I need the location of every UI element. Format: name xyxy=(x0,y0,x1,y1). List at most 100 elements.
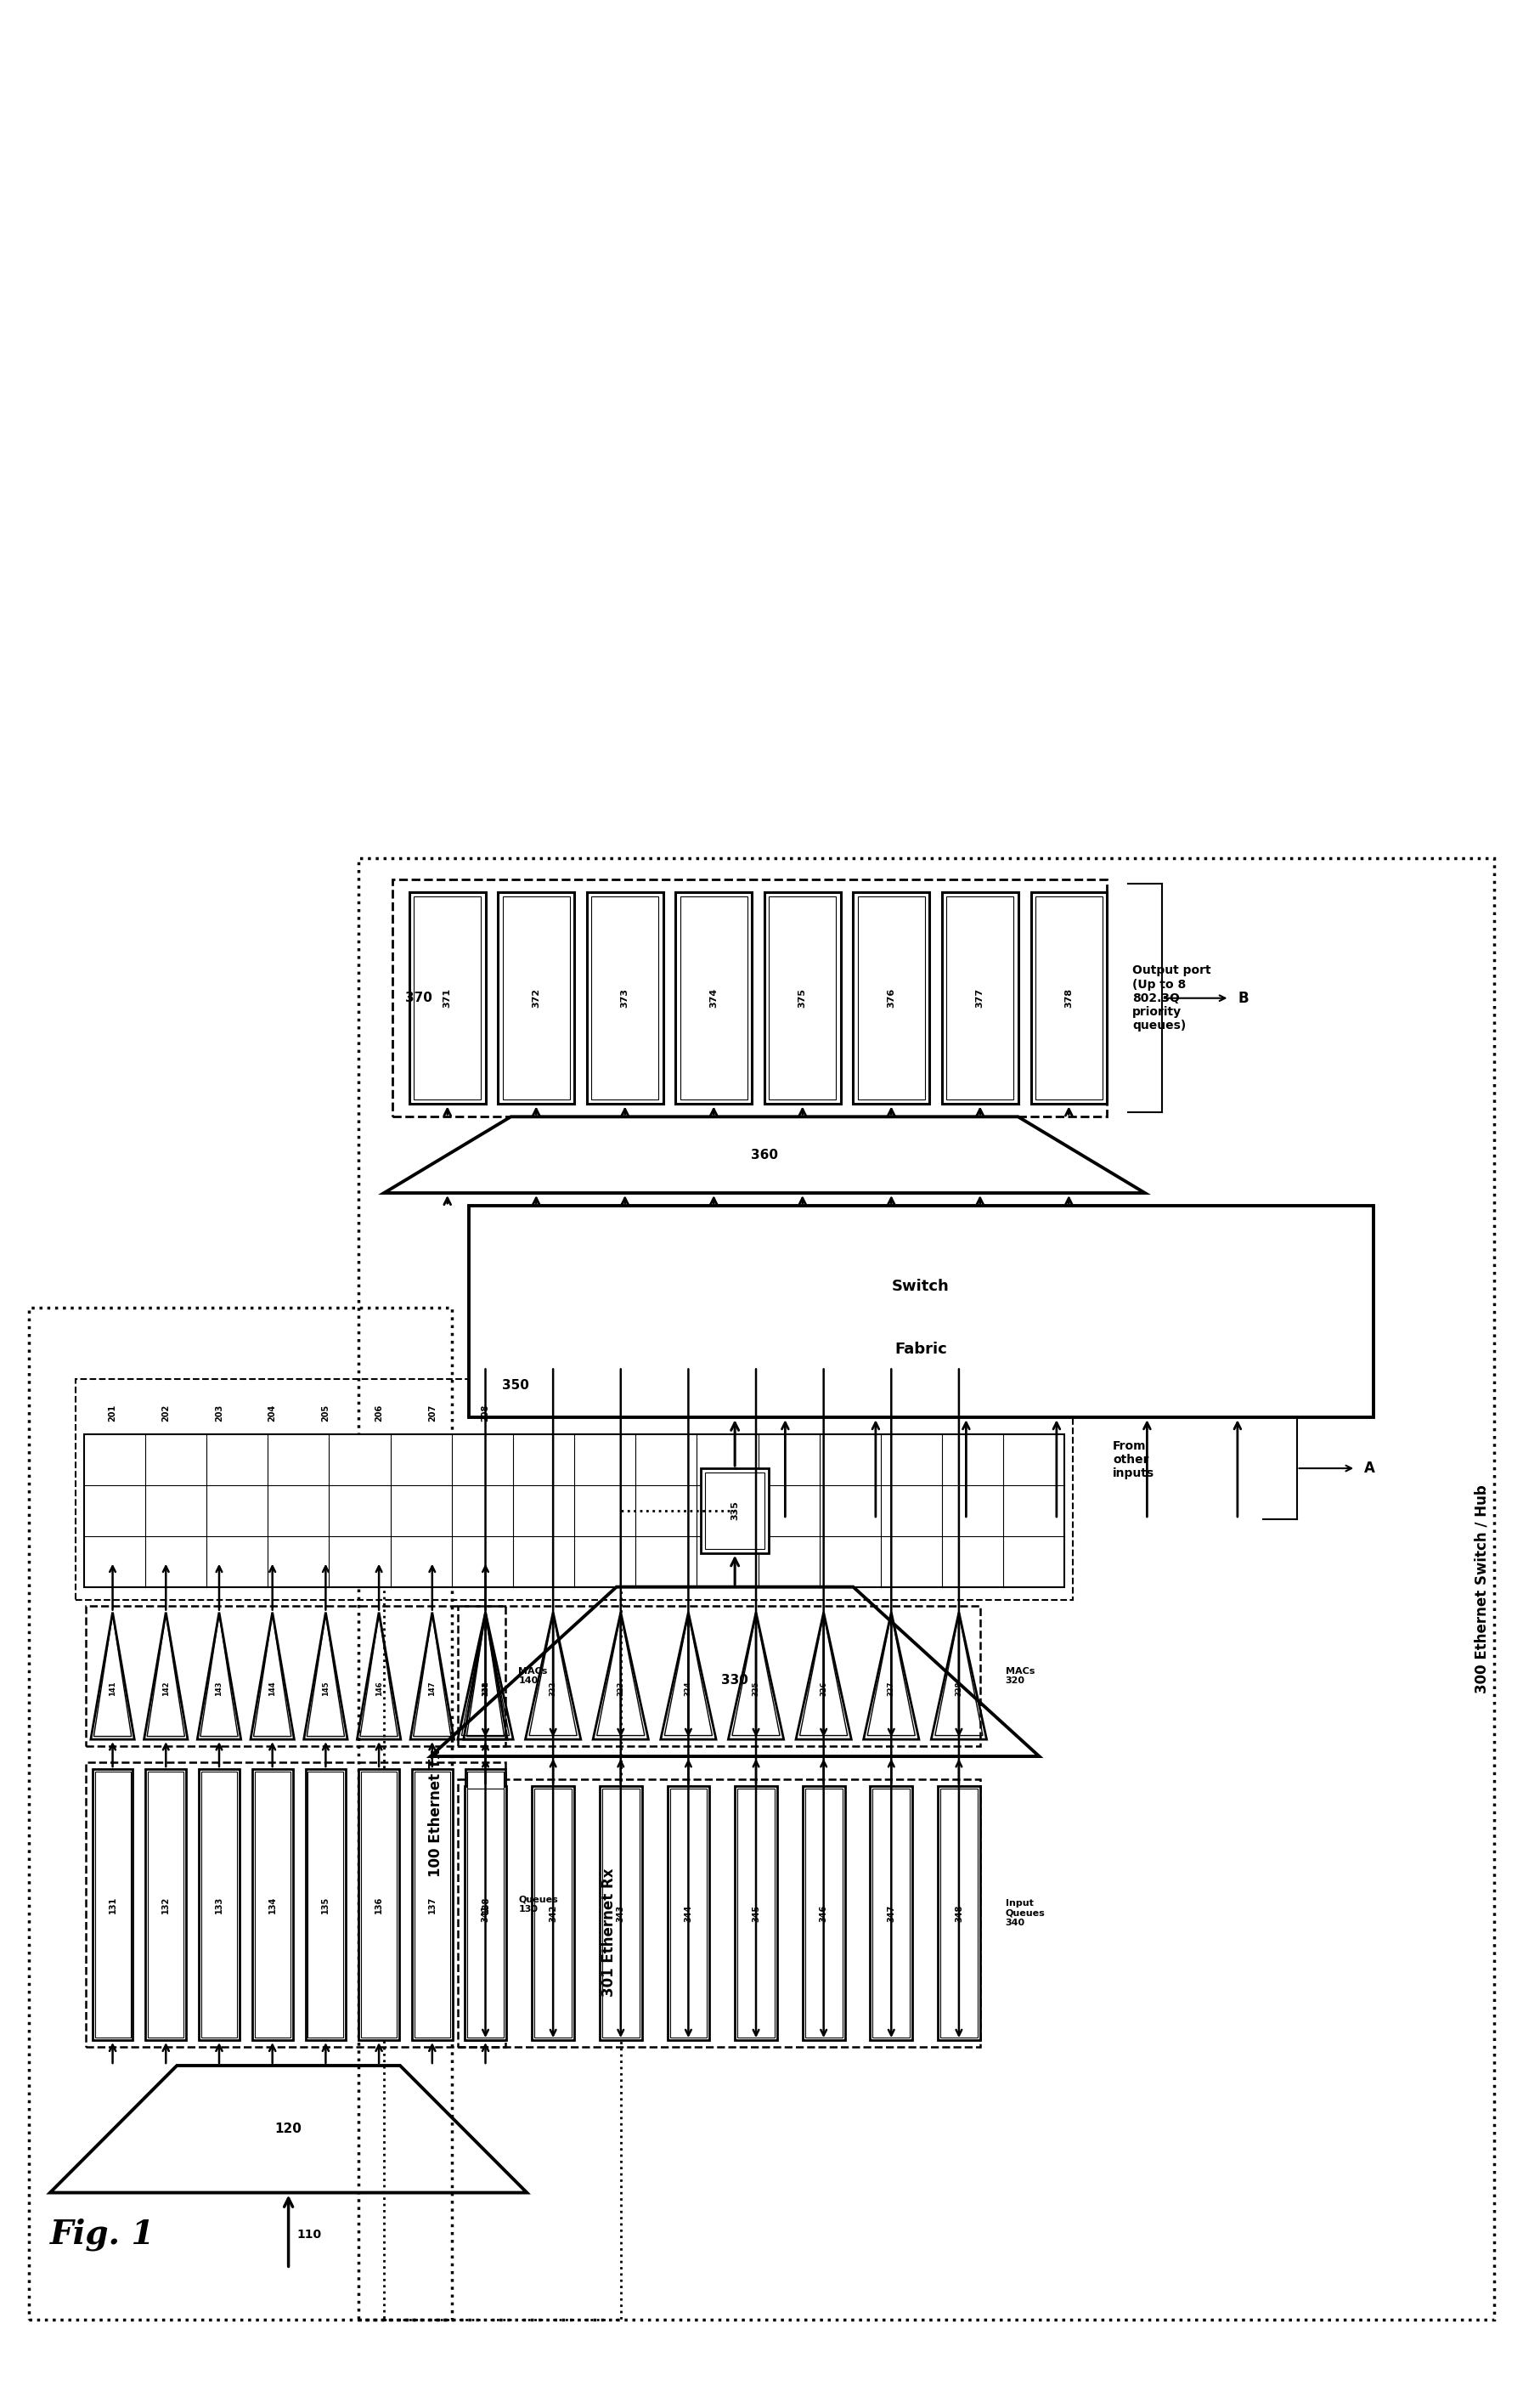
Text: Queues
130: Queues 130 xyxy=(518,1895,557,1914)
Text: 343: 343 xyxy=(617,1905,624,1922)
Text: 375: 375 xyxy=(798,987,807,1009)
Text: 142: 142 xyxy=(161,1681,169,1695)
Text: 300 Ethernet Switch / Hub: 300 Ethernet Switch / Hub xyxy=(1474,1486,1489,1693)
Text: 205: 205 xyxy=(321,1404,330,1421)
Text: Fabric: Fabric xyxy=(894,1341,947,1358)
Polygon shape xyxy=(414,1772,451,2037)
Polygon shape xyxy=(148,1772,184,2037)
Text: 377: 377 xyxy=(976,987,984,1009)
Text: 327: 327 xyxy=(888,1681,896,1695)
Text: 207: 207 xyxy=(428,1404,437,1421)
Polygon shape xyxy=(358,1770,399,2040)
Text: 138: 138 xyxy=(481,1895,490,1914)
Polygon shape xyxy=(465,1770,506,2040)
Text: 330: 330 xyxy=(722,1674,748,1686)
Text: 201: 201 xyxy=(108,1404,117,1421)
Polygon shape xyxy=(806,1789,842,2037)
Text: 141: 141 xyxy=(108,1681,116,1695)
Text: 347: 347 xyxy=(886,1905,896,1922)
Text: 350: 350 xyxy=(503,1380,530,1392)
Polygon shape xyxy=(591,896,658,1100)
Polygon shape xyxy=(146,1770,186,2040)
Polygon shape xyxy=(769,896,836,1100)
Text: 110: 110 xyxy=(297,2230,321,2242)
Text: 146: 146 xyxy=(375,1681,382,1695)
Text: 374: 374 xyxy=(710,987,717,1009)
Polygon shape xyxy=(765,893,841,1103)
Text: MACs
320: MACs 320 xyxy=(1005,1666,1034,1686)
Polygon shape xyxy=(586,893,663,1103)
Text: 328: 328 xyxy=(955,1681,963,1695)
Text: 136: 136 xyxy=(375,1895,384,1914)
Text: 373: 373 xyxy=(621,987,629,1009)
Polygon shape xyxy=(94,1772,131,2037)
Text: 131: 131 xyxy=(108,1895,117,1914)
Text: 134: 134 xyxy=(268,1895,277,1914)
Text: 208: 208 xyxy=(481,1404,490,1421)
Text: 360: 360 xyxy=(751,1149,778,1161)
Polygon shape xyxy=(503,896,570,1100)
Polygon shape xyxy=(701,1469,769,1553)
Text: A: A xyxy=(1365,1462,1375,1476)
Polygon shape xyxy=(676,893,752,1103)
Text: 346: 346 xyxy=(819,1905,829,1922)
Polygon shape xyxy=(306,1770,346,2040)
Polygon shape xyxy=(943,893,1017,1103)
Text: 378: 378 xyxy=(1065,987,1074,1009)
Text: 348: 348 xyxy=(955,1905,963,1922)
Polygon shape xyxy=(532,1787,574,2040)
Polygon shape xyxy=(253,1770,292,2040)
Polygon shape xyxy=(308,1772,344,2037)
Polygon shape xyxy=(535,1789,571,2037)
Text: 322: 322 xyxy=(550,1681,557,1695)
Text: 341: 341 xyxy=(481,1905,490,1922)
Polygon shape xyxy=(681,896,748,1100)
Text: 100 Ethernet Tx: 100 Ethernet Tx xyxy=(428,1751,443,1878)
Polygon shape xyxy=(870,1787,912,2040)
Polygon shape xyxy=(361,1772,398,2037)
Text: 120: 120 xyxy=(276,2124,302,2136)
Text: 203: 203 xyxy=(215,1404,224,1421)
Polygon shape xyxy=(200,1770,239,2040)
Text: 344: 344 xyxy=(684,1905,693,1922)
Text: B: B xyxy=(1238,990,1249,1007)
Text: 323: 323 xyxy=(617,1681,624,1695)
Text: From
other
inputs: From other inputs xyxy=(1113,1440,1154,1479)
Text: 133: 133 xyxy=(215,1895,224,1914)
Text: 135: 135 xyxy=(321,1895,330,1914)
Text: 345: 345 xyxy=(752,1905,760,1922)
Polygon shape xyxy=(803,1787,845,2040)
Polygon shape xyxy=(670,1789,707,2037)
Text: 202: 202 xyxy=(161,1404,171,1421)
Polygon shape xyxy=(411,1770,452,2040)
Polygon shape xyxy=(853,893,929,1103)
Polygon shape xyxy=(705,1471,765,1548)
Text: 301 Ethernet Rx: 301 Ethernet Rx xyxy=(602,1869,617,1996)
Polygon shape xyxy=(938,1787,981,2040)
Polygon shape xyxy=(84,1435,1065,1587)
Text: Switch: Switch xyxy=(892,1279,950,1293)
Polygon shape xyxy=(947,896,1013,1100)
Text: 137: 137 xyxy=(428,1895,437,1914)
Polygon shape xyxy=(93,1770,133,2040)
Polygon shape xyxy=(410,893,486,1103)
Text: 148: 148 xyxy=(481,1681,489,1695)
Polygon shape xyxy=(469,1206,1374,1418)
Polygon shape xyxy=(667,1787,710,2040)
Polygon shape xyxy=(468,1772,503,2037)
Text: 132: 132 xyxy=(161,1895,171,1914)
Polygon shape xyxy=(600,1787,641,2040)
Text: 204: 204 xyxy=(268,1404,277,1421)
Text: 335: 335 xyxy=(731,1500,739,1519)
Text: 147: 147 xyxy=(428,1681,436,1695)
Polygon shape xyxy=(1036,896,1103,1100)
Text: 326: 326 xyxy=(819,1681,827,1695)
Polygon shape xyxy=(468,1789,504,2037)
Text: 321: 321 xyxy=(481,1681,489,1695)
Text: 372: 372 xyxy=(532,987,541,1009)
Text: Input
Queues
340: Input Queues 340 xyxy=(1005,1900,1045,1926)
Text: 370: 370 xyxy=(405,992,433,1004)
Text: 371: 371 xyxy=(443,987,452,1009)
Polygon shape xyxy=(201,1772,238,2037)
Text: 206: 206 xyxy=(375,1404,384,1421)
